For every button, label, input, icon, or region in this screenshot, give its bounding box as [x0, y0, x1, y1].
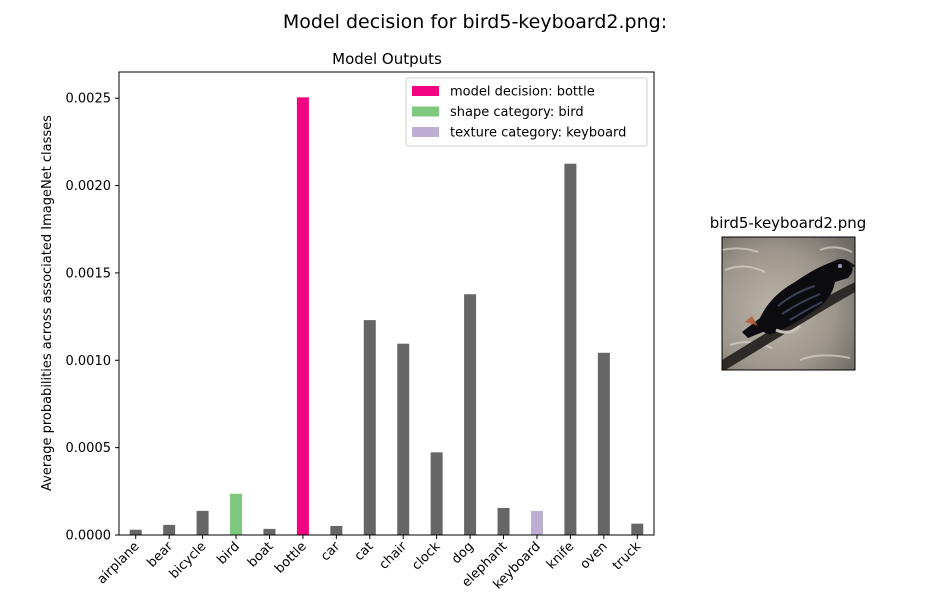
bar-bottle	[296, 97, 309, 536]
x-tick-label-bottle: bottle	[272, 539, 309, 576]
bar-truck	[631, 523, 644, 535]
y-tick-label: 0.0025	[66, 92, 112, 107]
bar-keyboard	[530, 510, 543, 535]
legend-frame	[405, 77, 648, 147]
x-tick-label-chair: chair	[377, 539, 411, 573]
legend: model decision: bottle shape category: bi…	[405, 77, 648, 147]
bar-elephant	[497, 507, 510, 535]
bar-dog	[464, 294, 477, 535]
bar-bird	[230, 493, 243, 535]
y-axis-label: Average probabilities across associated …	[40, 115, 55, 491]
axes-frame	[118, 71, 655, 536]
chart-title: Model Outputs	[332, 50, 442, 68]
legend-swatch	[412, 127, 439, 137]
y-tick-label: 0.0010	[66, 354, 112, 369]
image-panel-title: bird5-keyboard2.png	[710, 214, 867, 232]
legend-swatch	[412, 86, 439, 96]
bar-chair	[397, 343, 410, 535]
bar-cat	[363, 320, 376, 535]
bar-clock	[430, 452, 443, 535]
bar-oven	[597, 352, 610, 535]
x-tick-label-clock: clock	[409, 539, 444, 574]
bar-boat	[263, 528, 276, 535]
y-tick-label: 0.0005	[66, 441, 112, 456]
x-tick-label-airplane: airplane	[94, 539, 142, 587]
x-tick-label-dog: dog	[449, 539, 477, 567]
legend-label: shape category: bird	[450, 105, 584, 120]
bar-car	[330, 525, 343, 535]
x-tick-label-knife: knife	[544, 539, 577, 572]
bar-airplane	[129, 529, 142, 535]
x-tick-label-truck: truck	[610, 539, 645, 574]
y-tick-label: 0.0015	[66, 266, 112, 281]
bar-bear	[163, 524, 176, 535]
y-tick-label: 0.0020	[66, 179, 112, 194]
x-tick-label-oven: oven	[578, 539, 611, 572]
bar-bicycle	[196, 510, 209, 535]
x-tick-label-cat: cat	[352, 539, 377, 564]
x-tick-label-bird: bird	[214, 539, 242, 567]
bar-knife	[564, 163, 577, 535]
figure-suptitle: Model decision for bird5-keyboard2.png:	[283, 11, 667, 33]
y-tick-label: 0.0000	[66, 529, 112, 544]
legend-swatch	[412, 106, 439, 117]
legend-label: model decision: bottle	[450, 85, 595, 100]
legend-label: texture category: keyboard	[450, 126, 626, 141]
x-tick-label-car: car	[318, 539, 344, 565]
stimulus-image	[721, 236, 856, 371]
x-tick-label-bicycle: bicycle	[167, 539, 210, 582]
